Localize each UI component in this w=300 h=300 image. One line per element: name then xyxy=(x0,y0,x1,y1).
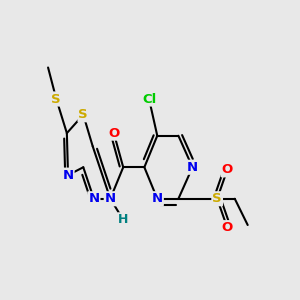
Text: O: O xyxy=(108,127,119,140)
Text: S: S xyxy=(212,192,222,205)
Text: N: N xyxy=(62,169,74,182)
Text: N: N xyxy=(105,192,116,205)
Text: O: O xyxy=(222,221,233,234)
Text: Cl: Cl xyxy=(142,92,156,106)
Text: N: N xyxy=(88,192,99,205)
Text: O: O xyxy=(222,164,233,176)
Text: N: N xyxy=(152,192,163,205)
Text: N: N xyxy=(187,161,198,174)
Text: S: S xyxy=(52,92,61,106)
Text: S: S xyxy=(79,108,88,121)
Text: H: H xyxy=(118,213,128,226)
